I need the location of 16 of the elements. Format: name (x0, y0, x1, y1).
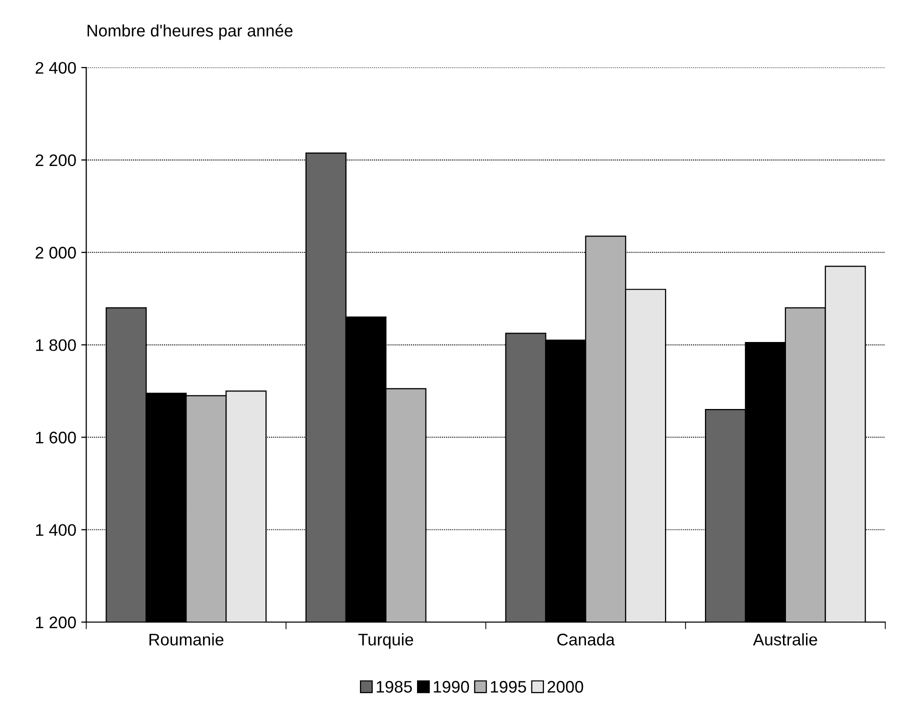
y-tick-label: 1 200 (36, 616, 76, 628)
y-tick-label: 2 200 (36, 154, 76, 166)
y-tick-label: 1 400 (36, 524, 76, 536)
y-axis-title: Nombre d'heures par année (88, 24, 293, 40)
x-tick-label: Turquie (358, 633, 414, 649)
y-tick-label: 2 000 (36, 246, 76, 259)
x-tick-label: Roumanie (150, 633, 224, 646)
y-tick-label: 1 800 (36, 339, 76, 352)
x-tick-label: Canada (557, 633, 615, 646)
y-tick-label: 1 600 (36, 432, 76, 444)
legend-label: 1985 (376, 680, 412, 693)
legend-label: 2000 (548, 680, 584, 693)
legend-label: 1995 (490, 680, 526, 693)
legend-label: 1990 (434, 680, 470, 693)
y-tick-label: 2 400 (36, 62, 76, 74)
x-tick-label: Australie (753, 633, 818, 646)
